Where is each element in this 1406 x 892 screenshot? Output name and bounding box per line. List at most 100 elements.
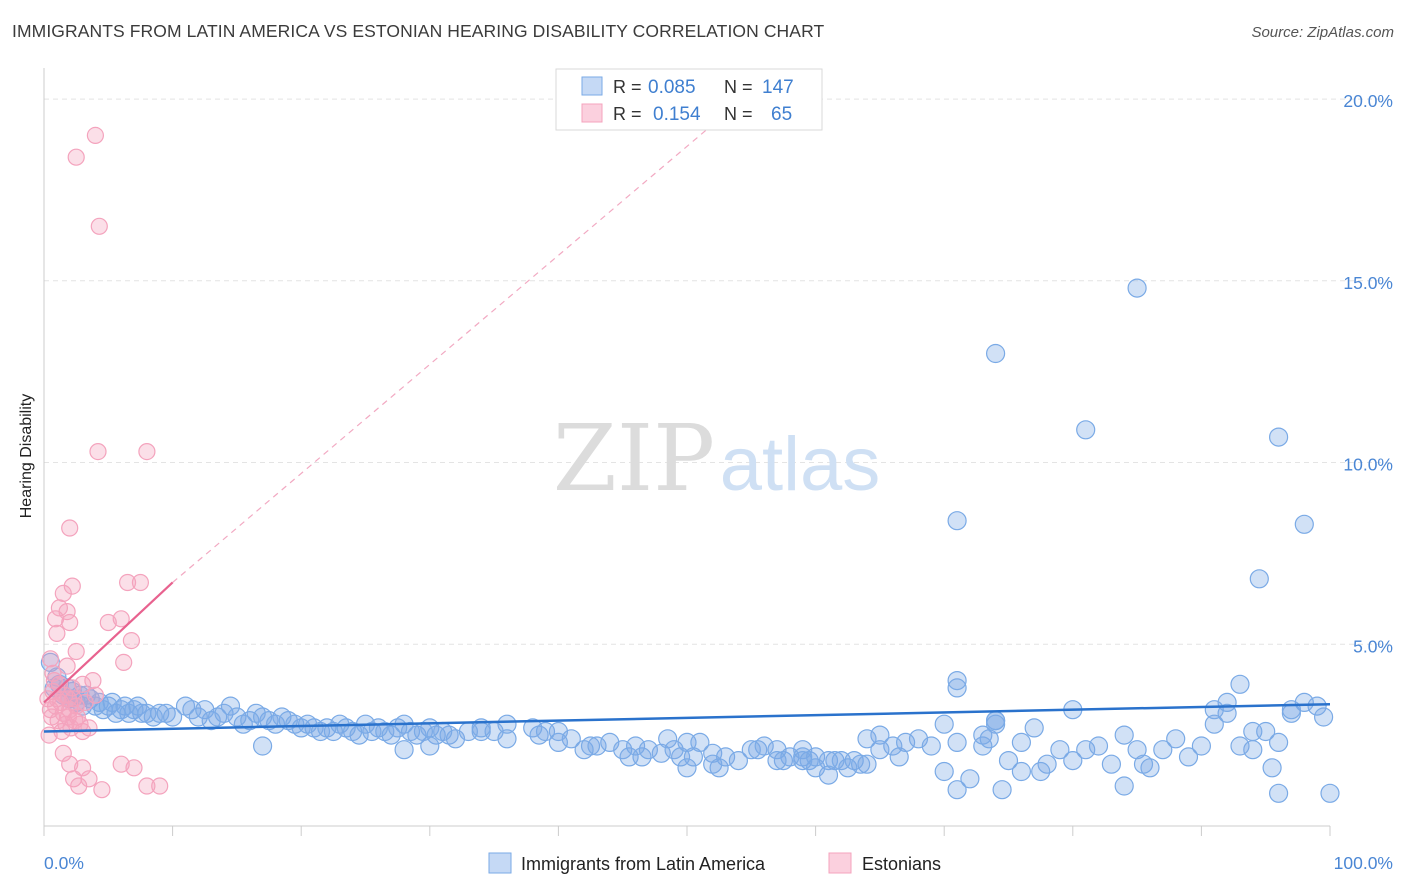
data-point — [1063, 750, 1083, 771]
data-point — [80, 770, 98, 788]
data-point — [163, 707, 183, 727]
data-point — [709, 758, 729, 778]
data-point — [112, 755, 130, 773]
data-point — [1313, 707, 1334, 727]
data-point — [86, 686, 105, 704]
data-point — [54, 584, 72, 603]
data-point — [44, 664, 62, 682]
data-point — [677, 758, 697, 778]
y-tick-label: 20.0% — [1343, 91, 1393, 111]
data-point — [947, 678, 967, 698]
data-point — [529, 725, 549, 745]
data-point — [118, 573, 137, 592]
y-tick-labels: 5.0% 10.0% 15.0% 20.0% — [1343, 91, 1393, 656]
stats-r-label-2: R = — [613, 104, 642, 124]
data-point — [523, 718, 543, 738]
data-point — [857, 754, 877, 774]
data-point — [90, 217, 108, 235]
data-point — [420, 736, 440, 756]
data-point — [115, 653, 133, 672]
stats-legend-swatch-estonians — [581, 103, 603, 123]
source-label: Source: ZipAtlas.com — [1251, 24, 1394, 41]
data-point — [1294, 514, 1314, 534]
data-point — [1243, 721, 1263, 742]
data-point — [1127, 278, 1147, 298]
data-point — [992, 780, 1012, 800]
data-point — [1262, 758, 1282, 778]
data-point — [1101, 754, 1122, 774]
data-point — [1320, 783, 1340, 803]
data-point — [850, 754, 871, 774]
data-point — [805, 758, 826, 778]
stats-r-value-1: 0.085 — [648, 77, 696, 98]
data-point — [265, 714, 286, 734]
series-estonians-points — [39, 126, 169, 799]
trend-lines — [43, 69, 1331, 733]
data-point — [1249, 569, 1269, 589]
data-point — [84, 671, 102, 690]
data-point — [580, 736, 601, 756]
data-point — [131, 573, 149, 592]
stats-r-label-1: R = — [613, 77, 642, 97]
data-point — [99, 613, 117, 632]
data-point — [857, 729, 877, 749]
data-point — [1191, 736, 1212, 756]
data-point — [125, 759, 143, 777]
x-ticks — [43, 826, 1331, 836]
data-point — [93, 781, 111, 799]
watermark: ZIP atlas — [553, 405, 880, 512]
bottom-legend: Immigrants from Latin America Estonians — [488, 852, 941, 874]
data-point — [73, 675, 92, 693]
data-point — [63, 577, 81, 595]
data-point — [548, 732, 569, 753]
data-point — [1230, 736, 1250, 756]
trend-line-latin-america — [43, 702, 1331, 733]
data-point — [349, 725, 369, 745]
data-point — [767, 750, 787, 771]
data-point — [323, 721, 343, 742]
trend-line-estonians-extended — [172, 69, 778, 583]
data-point — [844, 750, 864, 771]
data-point — [934, 714, 954, 734]
data-point — [1088, 736, 1109, 756]
data-point — [1011, 732, 1032, 753]
data-point — [86, 126, 105, 144]
legend-label-estonians: Estonians — [862, 854, 941, 874]
data-point — [48, 624, 66, 643]
data-point — [632, 747, 652, 767]
data-point — [497, 714, 517, 734]
data-point — [58, 657, 76, 675]
data-point — [658, 729, 678, 749]
data-point — [1268, 732, 1289, 753]
data-point — [1268, 427, 1289, 447]
x-tick-label-min: 0.0% — [44, 853, 84, 873]
data-point — [921, 736, 941, 756]
data-point — [1166, 729, 1186, 749]
stats-r-value-2: 0.154 — [653, 104, 701, 125]
data-point — [151, 777, 169, 795]
data-point — [703, 754, 723, 774]
data-point — [67, 642, 85, 661]
data-point — [985, 710, 1006, 731]
data-point — [112, 610, 130, 628]
trend-line-estonians — [43, 581, 174, 704]
data-point — [1268, 783, 1289, 803]
data-point — [54, 744, 72, 762]
watermark-zip: ZIP — [553, 405, 715, 512]
data-point — [1204, 714, 1224, 734]
data-point — [1217, 703, 1237, 723]
data-point — [1031, 761, 1051, 782]
data-point — [1114, 776, 1134, 796]
data-point — [89, 443, 107, 461]
legend-label-latin-america: Immigrants from Latin America — [521, 854, 766, 874]
data-point — [973, 725, 993, 745]
chart-title: IMMIGRANTS FROM LATIN AMERICA VS ESTONIA… — [12, 21, 825, 41]
data-point — [728, 750, 749, 771]
stats-n-value-2: 65 — [771, 104, 792, 125]
data-point — [1076, 420, 1096, 440]
data-point — [998, 750, 1019, 771]
data-point — [138, 443, 156, 461]
gridlines — [44, 98, 1394, 645]
y-tick-label: 10.0% — [1343, 455, 1393, 475]
